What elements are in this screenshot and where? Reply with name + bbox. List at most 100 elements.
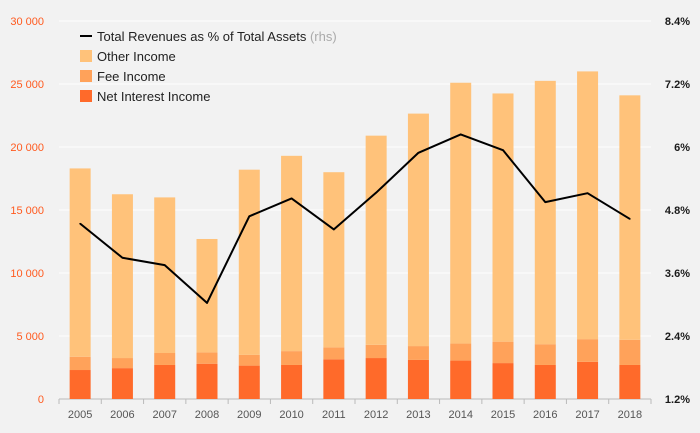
bar-fee-income — [492, 341, 514, 364]
legend-line-name: Total Revenues as % of Total Assets — [97, 29, 310, 44]
x-tick-label: 2017 — [575, 409, 599, 421]
bar-net-interest-income — [69, 370, 91, 399]
bar-fee-income — [619, 339, 641, 365]
bar-other-income — [619, 95, 641, 340]
legend-swatch-fee-income — [80, 70, 92, 82]
x-tick-label: 2016 — [533, 409, 557, 421]
bar-net-interest-income — [577, 361, 599, 399]
right-tick-label: 6% — [674, 142, 690, 154]
left-y-axis: 0 5 000 10 000 15 000 20 000 25 000 30 000 — [10, 16, 44, 406]
line-point — [459, 133, 462, 136]
legend-line-suffix: (rhs) — [310, 29, 337, 44]
bar-series — [69, 71, 641, 399]
revenue-ratio-line — [79, 133, 631, 304]
x-tick-label: 2011 — [322, 409, 346, 421]
right-tick-label: 7.2% — [665, 79, 690, 91]
line-point — [121, 256, 124, 259]
legend: Total Revenues as % of Total Assets (rhs… — [80, 29, 337, 104]
bar-net-interest-income — [450, 360, 472, 399]
legend-label-fee-income: Fee Income — [97, 69, 166, 84]
bar-net-interest-income — [196, 363, 218, 399]
bar-fee-income — [577, 339, 599, 362]
legend-label-line: Total Revenues as % of Total Assets (rhs… — [97, 29, 337, 44]
x-tick-label: 2015 — [491, 409, 515, 421]
right-y-axis: 1.2% 2.4% 3.6% 4.8% 6% 7.2% 8.4% — [665, 16, 690, 406]
line-point — [79, 222, 81, 225]
bar-other-income — [407, 113, 429, 347]
bar-net-interest-income — [238, 365, 260, 399]
x-tick-label: 2009 — [237, 409, 261, 421]
bar-fee-income — [69, 356, 91, 371]
bar-fee-income — [534, 344, 556, 365]
line-series — [79, 133, 631, 304]
bar-net-interest-income — [534, 364, 556, 399]
left-tick-label: 15 000 — [10, 205, 44, 217]
bar-fee-income — [281, 351, 303, 365]
line-point — [375, 191, 377, 194]
bar-fee-income — [111, 358, 133, 369]
bar-net-interest-income — [619, 364, 641, 399]
bar-net-interest-income — [492, 363, 514, 399]
legend-swatch-other-income — [80, 50, 92, 62]
line-point — [333, 228, 335, 231]
legend-label-other-income: Other Income — [97, 49, 176, 64]
x-tick-label: 2012 — [364, 409, 388, 421]
bar-fee-income — [323, 347, 345, 360]
right-tick-label: 1.2% — [665, 394, 690, 406]
left-tick-label: 20 000 — [10, 142, 44, 154]
x-tick-label: 2013 — [406, 409, 430, 421]
line-point — [163, 264, 166, 266]
bar-other-income — [450, 82, 472, 344]
bar-fee-income — [238, 354, 260, 366]
bar-net-interest-income — [111, 368, 133, 399]
bar-fee-income — [407, 346, 429, 360]
x-tick-label: 2005 — [68, 409, 92, 421]
bar-fee-income — [196, 352, 218, 364]
bar-fee-income — [365, 344, 387, 359]
right-tick-label: 4.8% — [665, 205, 690, 217]
x-tick-label: 2010 — [279, 409, 303, 421]
bar-net-interest-income — [154, 364, 176, 399]
right-tick-label: 3.6% — [665, 268, 690, 280]
bar-net-interest-income — [323, 359, 345, 399]
left-tick-label: 25 000 — [10, 79, 44, 91]
x-tick-label: 2006 — [110, 409, 134, 421]
bar-other-income — [238, 169, 260, 355]
bar-fee-income — [154, 353, 176, 365]
bar-other-income — [492, 93, 514, 342]
bar-other-income — [534, 80, 556, 345]
x-tick-label: 2008 — [195, 409, 219, 421]
line-point — [206, 302, 208, 304]
right-tick-label: 8.4% — [665, 16, 690, 28]
line-point — [544, 201, 547, 203]
bar-net-interest-income — [281, 364, 303, 399]
line-point — [629, 218, 631, 220]
left-tick-label: 0 — [38, 394, 44, 406]
bar-net-interest-income — [365, 358, 387, 399]
legend-label-net-interest-income: Net Interest Income — [97, 89, 210, 104]
line-point — [417, 151, 420, 154]
legend-swatch-net-interest-income — [80, 90, 92, 102]
bar-other-income — [365, 135, 387, 345]
bar-fee-income — [450, 343, 472, 361]
bar-other-income — [111, 194, 133, 359]
line-point — [502, 149, 504, 151]
bar-other-income — [281, 155, 303, 352]
x-tick-label: 2014 — [448, 409, 472, 421]
line-point — [290, 197, 293, 200]
x-tick-label: 2018 — [618, 409, 642, 421]
bar-other-income — [196, 238, 218, 353]
left-tick-label: 5 000 — [16, 331, 44, 343]
left-tick-label: 10 000 — [10, 268, 44, 280]
line-point — [586, 192, 589, 194]
right-tick-label: 2.4% — [665, 331, 690, 343]
bar-other-income — [154, 197, 176, 354]
bar-net-interest-income — [407, 359, 429, 399]
line-point — [248, 215, 251, 218]
bar-other-income — [323, 172, 345, 348]
bar-other-income — [577, 71, 599, 340]
x-tick-label: 2007 — [152, 409, 176, 421]
x-axis: 2005 2006 2007 2008 2009 2010 2011 2012 2013 2014… — [58, 399, 652, 421]
bar-other-income — [69, 168, 91, 357]
